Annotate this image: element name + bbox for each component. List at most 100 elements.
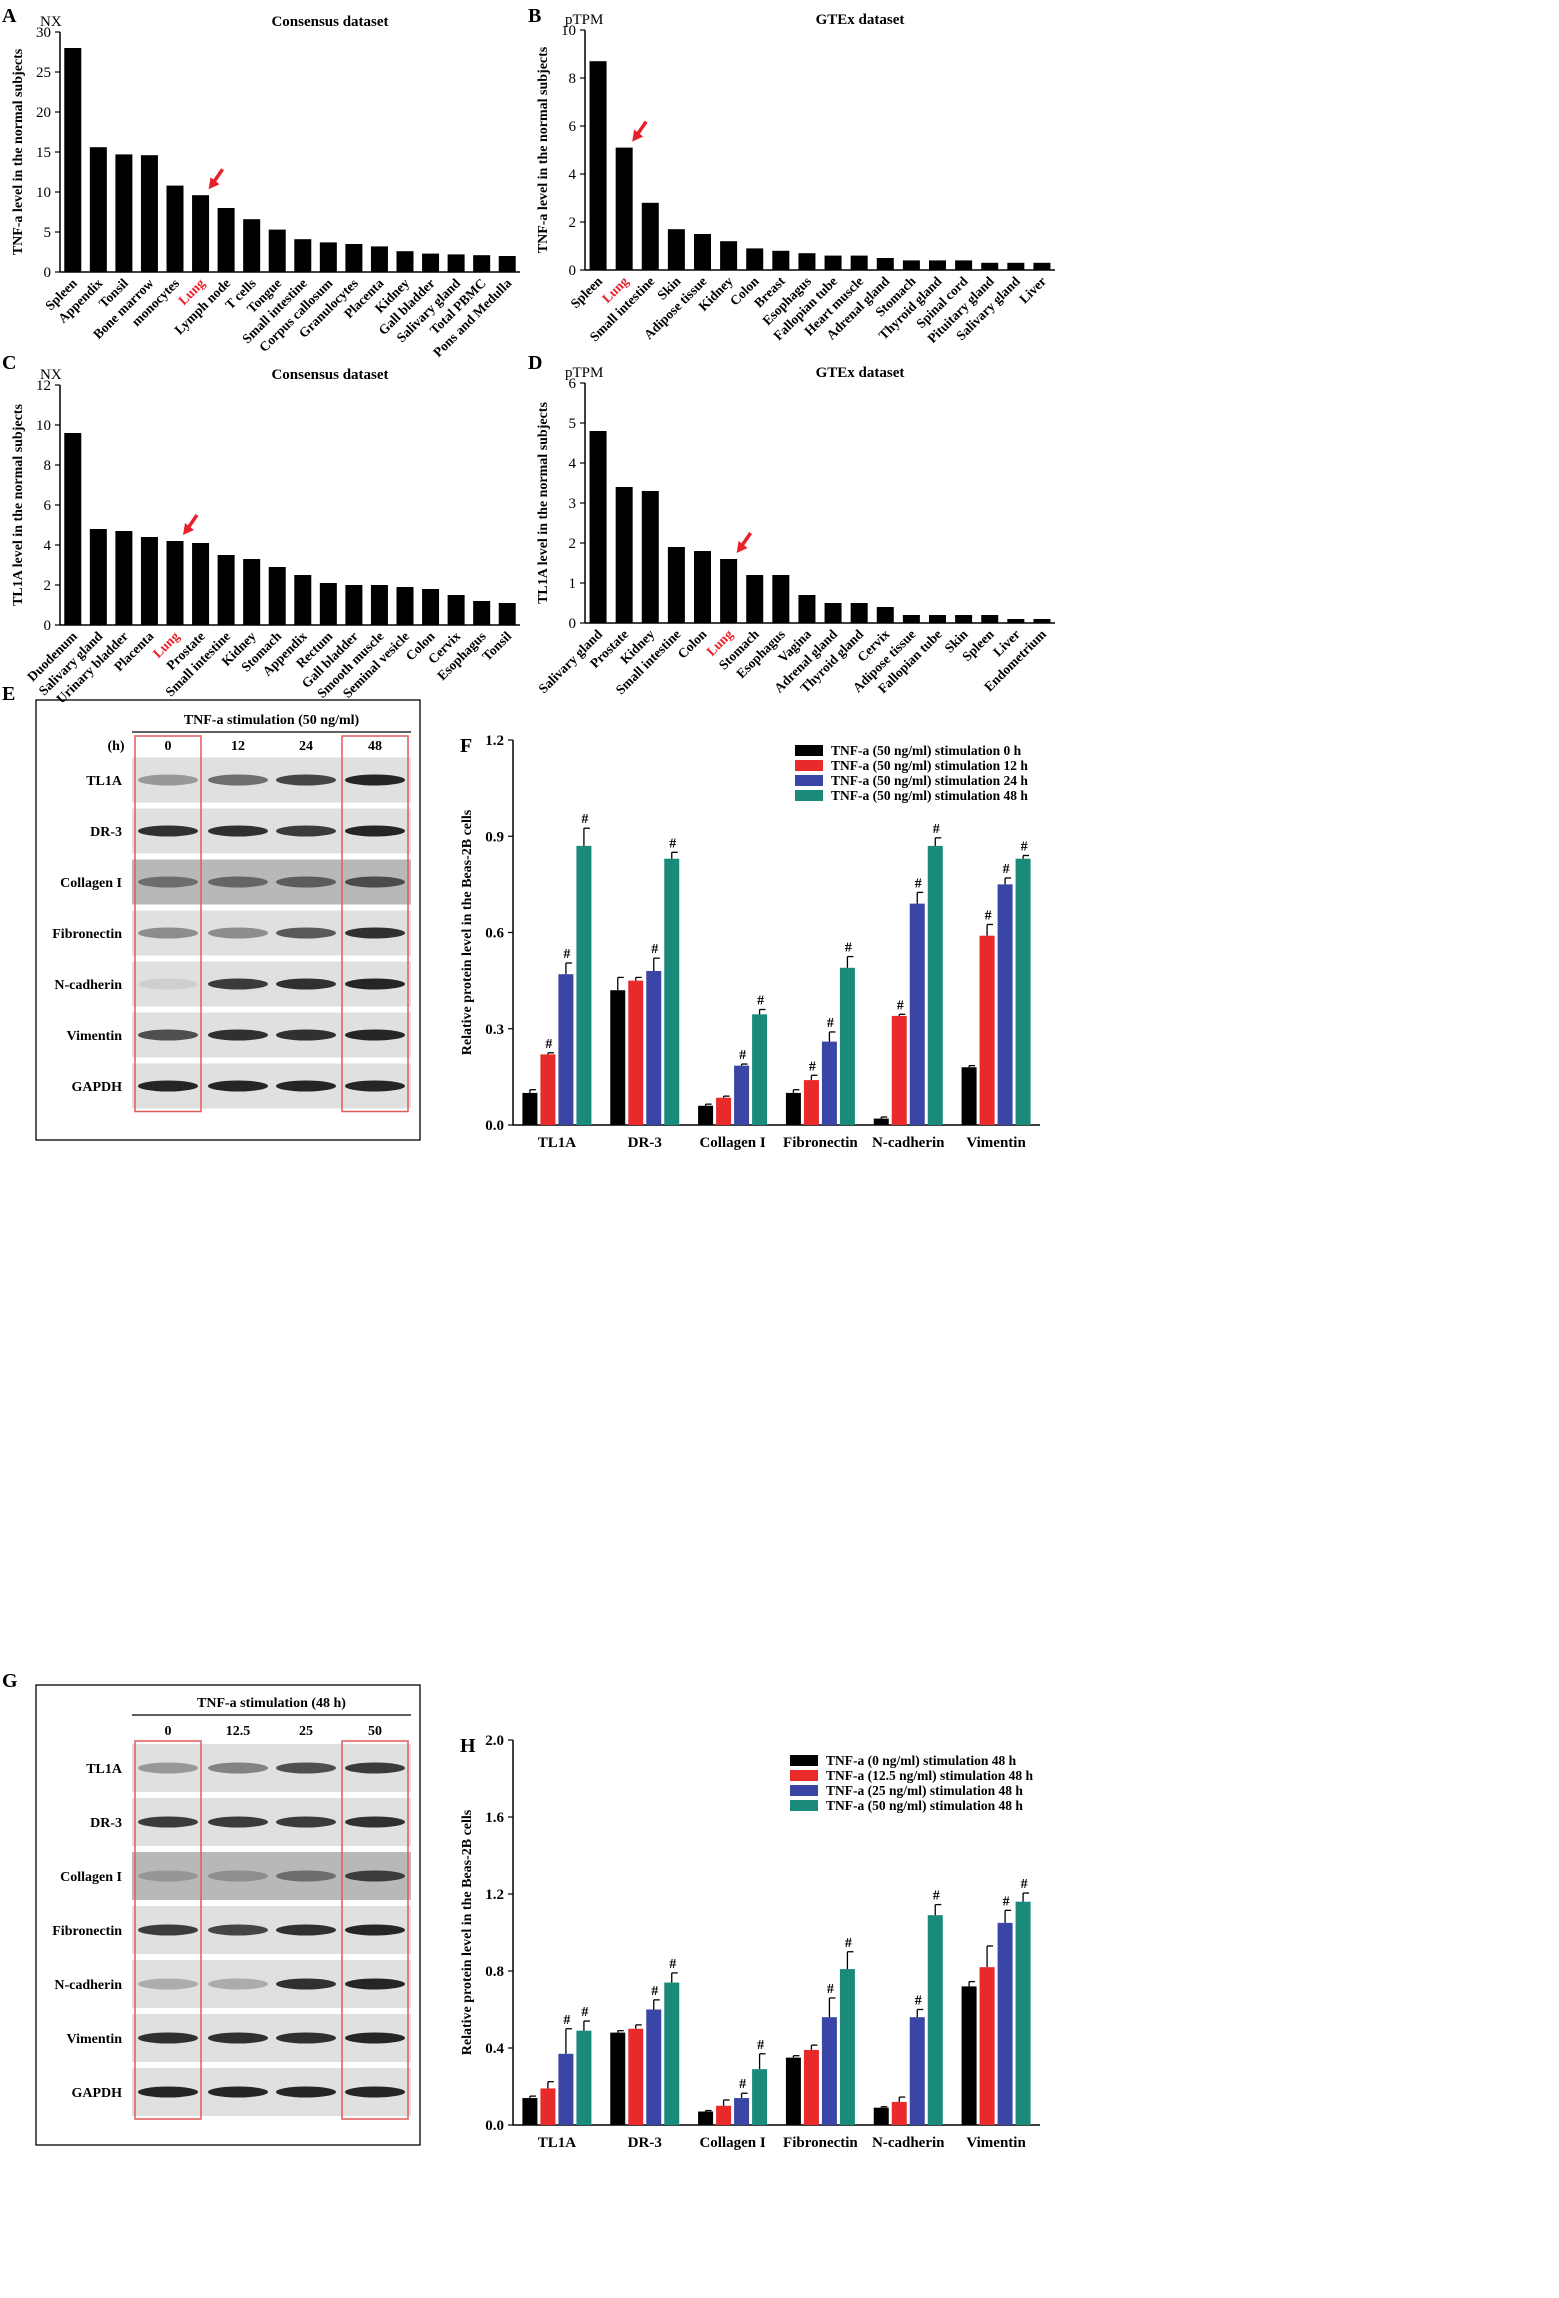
band (345, 2086, 405, 2098)
panel-label: E (2, 683, 15, 705)
bar-tongue (268, 229, 286, 272)
band (138, 774, 198, 786)
red-arrowhead (632, 129, 644, 142)
bar-lung (192, 195, 210, 272)
band (276, 978, 336, 990)
unit-label: pTPM (565, 12, 603, 28)
significance-mark: # (827, 1982, 834, 1997)
x-tick-label: Collagen I (699, 1135, 765, 1151)
band (276, 1924, 336, 1936)
bar-collagen-i-s0 (698, 1105, 714, 1125)
band (276, 2086, 336, 2098)
bar-tl1a-s3 (576, 845, 592, 1125)
blot-row-label: DR-3 (90, 1816, 122, 1831)
significance-mark: # (757, 2038, 764, 2053)
y-tick-label: 0.3 (485, 1022, 504, 1038)
y-axis-label: Relative protein level in the Beas-2B ce… (460, 809, 475, 1055)
bar-kidney (243, 559, 261, 625)
legend-swatch (795, 790, 823, 801)
panel-a: A NX Consensus dataset 0 5 10 15 20 25 30 TNF-a le… (2, 5, 520, 360)
band (208, 1816, 268, 1828)
bar-stomach (746, 575, 764, 623)
bar-small-intestine (217, 555, 235, 625)
bar-dr-3-s2 (646, 2009, 662, 2125)
y-tick-label: 15 (36, 145, 51, 161)
bar-fibronectin-s1 (803, 1080, 819, 1125)
chart-title: Consensus dataset (271, 14, 388, 30)
legend-label: TNF-a (50 ng/ml) stimulation 24 h (831, 773, 1028, 788)
band (208, 876, 268, 888)
y-axis-label: TNF-a level in the normal subjects (11, 48, 26, 255)
bar-collagen-i-s2 (734, 1065, 750, 1125)
bar-skin (667, 229, 685, 270)
lane-label: 12 (231, 739, 245, 754)
band (208, 978, 268, 990)
blot-row-label: Collagen I (60, 1870, 122, 1885)
bar-vimentin-s0 (961, 1986, 977, 2125)
band (345, 1080, 405, 1092)
bar-n-cadherin-s0 (873, 2107, 889, 2125)
significance-mark: # (581, 2005, 588, 2020)
bar-vimentin-s3 (1015, 858, 1031, 1125)
y-tick-label: 8 (44, 458, 52, 474)
bar-collagen-i-s1 (716, 1097, 732, 1125)
bar-n-cadherin-s0 (873, 1118, 889, 1125)
bar-liver (1033, 262, 1051, 270)
bar-small-intestine (667, 547, 685, 623)
bar-fibronectin-s2 (821, 2017, 837, 2125)
bar-fibronectin-s0 (785, 1092, 801, 1125)
bar-dr-3-s3 (664, 858, 680, 1125)
bar-tl1a-s2 (558, 974, 574, 1125)
bar-spleen (64, 48, 82, 272)
bar-total-pbmc (473, 255, 491, 272)
band (345, 927, 405, 939)
x-tick-label: N-cadherin (872, 1135, 945, 1151)
bar-adipose-tissue (694, 234, 711, 270)
bar-stomach (268, 567, 286, 625)
band (138, 1924, 198, 1936)
y-tick-label: 10 (36, 418, 51, 434)
blot-row-label: TL1A (86, 774, 123, 789)
bar-rectum (319, 583, 337, 625)
bar-vimentin-s0 (961, 1067, 977, 1125)
bar-adrenal-gland (876, 258, 894, 270)
y-tick-label: 2 (569, 215, 577, 231)
y-tick-label: 4 (44, 538, 52, 554)
bar-fibronectin-s3 (839, 1969, 855, 2125)
y-tick-label: 5 (44, 225, 52, 241)
bar-collagen-i-s1 (716, 2105, 732, 2125)
bar-gall-bladder (422, 253, 440, 272)
highlight-box (134, 1740, 202, 2120)
panel-e: E TNF-a stimulation (50 ng/ml) (h) 0 12 24 48 T… (2, 683, 421, 1141)
band (345, 1978, 405, 1990)
bar-dr-3-s0 (610, 990, 626, 1125)
bar-fallopian-tube (929, 615, 946, 623)
y-tick-label: 10 (561, 23, 576, 39)
y-tick-label: 0 (569, 616, 577, 632)
y-axis-label: Relative protein level in the Beas-2B ce… (460, 1809, 475, 2055)
chart-title: Consensus dataset (271, 367, 388, 383)
significance-mark: # (545, 1037, 552, 1052)
bar-vimentin-s2 (997, 884, 1013, 1125)
red-arrowhead (208, 177, 220, 190)
band (138, 2032, 198, 2044)
bar-salivary-gland (1007, 262, 1025, 270)
bar-tonsil (115, 154, 133, 272)
bar-n-cadherin-s3 (927, 845, 943, 1125)
chart-title: GTEx dataset (816, 365, 905, 381)
band (345, 774, 405, 786)
bar-granulocytes (345, 244, 363, 272)
band (138, 927, 198, 939)
band (208, 1080, 268, 1092)
band (208, 1924, 268, 1936)
x-tick-label: Colon (675, 626, 710, 661)
y-tick-label: 1.6 (485, 1810, 504, 1826)
bar-pons-and-medulla (498, 256, 516, 272)
lane-label: 48 (368, 739, 382, 754)
y-tick-label: 0.8 (485, 1964, 504, 1980)
significance-mark: # (757, 994, 764, 1009)
y-tick-label: 10 (36, 185, 51, 201)
bar-adipose-tissue (902, 615, 920, 623)
band (276, 1870, 336, 1882)
band (208, 1762, 268, 1774)
